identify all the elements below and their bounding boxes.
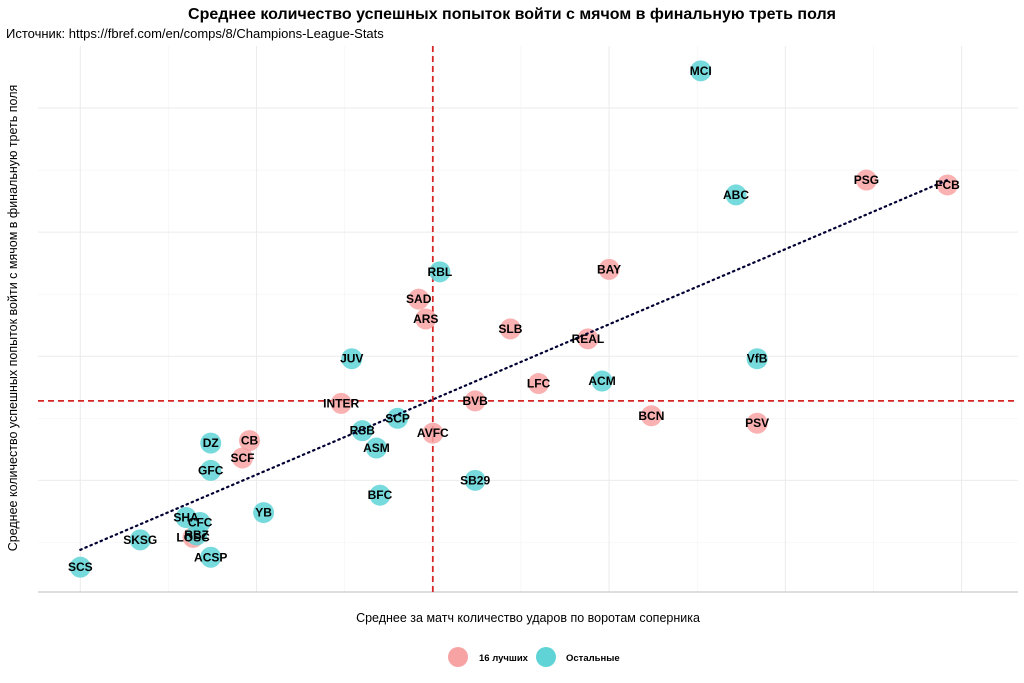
point-label-scf: SCF <box>230 451 254 465</box>
point-psv <box>746 412 768 434</box>
point-vfb <box>746 348 768 370</box>
point-slb <box>499 318 521 340</box>
point-label-inter: INTER <box>323 396 359 410</box>
point-bcn <box>640 405 662 427</box>
point-asm <box>365 437 387 459</box>
point-dz <box>200 432 222 454</box>
point-cb <box>239 430 261 452</box>
point-label-cfc: CFC <box>188 516 213 530</box>
legend-others-swatch <box>536 647 556 667</box>
point-label-scp: SCP <box>385 411 410 425</box>
point-label-lfc: LFC <box>527 377 551 391</box>
point-rbl <box>429 261 451 283</box>
point-scs <box>69 556 91 578</box>
chart-title: Среднее количество успешных попыток войт… <box>188 6 836 23</box>
legend-top16-swatch <box>448 647 468 667</box>
point-label-real: REAL <box>572 332 605 346</box>
trend-line <box>79 178 949 551</box>
x-axis-label: Среднее за матч количество ударов по вор… <box>356 611 700 625</box>
point-label-juv: JUV <box>340 352 363 366</box>
point-label-rsb: RSB <box>350 424 376 438</box>
point-ars <box>415 308 437 330</box>
point-label-acsp: ACSP <box>194 550 227 564</box>
point-label-mci: MCI <box>690 64 712 78</box>
point-label-sb29: SB29 <box>460 473 490 487</box>
legend-others-label: Остальные <box>566 653 620 664</box>
point-label-sksg: SKSG <box>123 533 157 547</box>
point-juv <box>341 348 363 370</box>
point-bfc <box>369 484 391 506</box>
point-label-cb: CB <box>241 434 259 448</box>
point-label-psv: PSV <box>745 416 769 430</box>
point-label-rbl: RBL <box>428 265 453 279</box>
point-rsb <box>351 420 373 442</box>
point-label-slb: SLB <box>498 322 522 336</box>
point-label-dz: DZ <box>203 436 219 450</box>
point-mci <box>690 60 712 82</box>
legend-top16-label: 16 лучших <box>479 653 529 664</box>
point-label-bfc: BFC <box>368 488 393 502</box>
point-sb29 <box>464 469 486 491</box>
point-labels: FCB PSG BAY SAD ARS SLB REAL LFC BVB BCN PSV INTER A… <box>68 64 960 574</box>
point-label-yb: YB <box>255 506 272 520</box>
point-bay <box>598 258 620 280</box>
point-label-gfc: GFC <box>198 463 224 477</box>
point-fcb <box>936 174 958 196</box>
point-label-acm: ACM <box>588 374 615 388</box>
point-acsp <box>200 546 222 568</box>
point-label-rbz: RBZ <box>184 528 209 542</box>
point-gfc <box>200 459 222 481</box>
point-label-fcb: FCB <box>935 178 960 192</box>
point-label-vfb: VfB <box>747 352 768 366</box>
point-label-asm: ASM <box>363 441 390 455</box>
point-label-sad: SAD <box>406 292 432 306</box>
chart-subtitle: Источник: https://fbref.com/en/comps/8/C… <box>6 26 384 41</box>
point-acm <box>591 370 613 392</box>
point-abc <box>725 184 747 206</box>
point-rbz <box>186 524 208 546</box>
point-label-psg: PSG <box>854 173 879 187</box>
point-sad <box>408 288 430 310</box>
point-label-avfc: AVFC <box>417 426 449 440</box>
point-label-bay: BAY <box>597 262 621 276</box>
point-psg <box>855 169 877 191</box>
point-label-losc: LOSC <box>176 530 210 544</box>
point-lfc <box>528 373 550 395</box>
point-sksg <box>129 529 151 551</box>
point-label-ars: ARS <box>413 312 438 326</box>
point-label-sha: SHA <box>173 511 199 525</box>
point-scf <box>231 447 253 469</box>
trend-line-path <box>79 178 949 551</box>
point-label-bcn: BCN <box>638 409 664 423</box>
point-label-scs: SCS <box>68 560 93 574</box>
y-axis-label: Среднее количество успешных попыток войт… <box>6 85 20 552</box>
point-yb <box>253 502 275 524</box>
point-bvb <box>464 390 486 412</box>
point-avfc <box>422 422 444 444</box>
point-real <box>577 328 599 350</box>
point-label-bvb: BVB <box>462 394 488 408</box>
point-inter <box>330 392 352 414</box>
legend: 16 лучших Остальные <box>448 647 620 667</box>
point-scp <box>387 407 409 429</box>
data-points <box>69 60 958 578</box>
point-label-abc: ABC <box>723 188 749 202</box>
